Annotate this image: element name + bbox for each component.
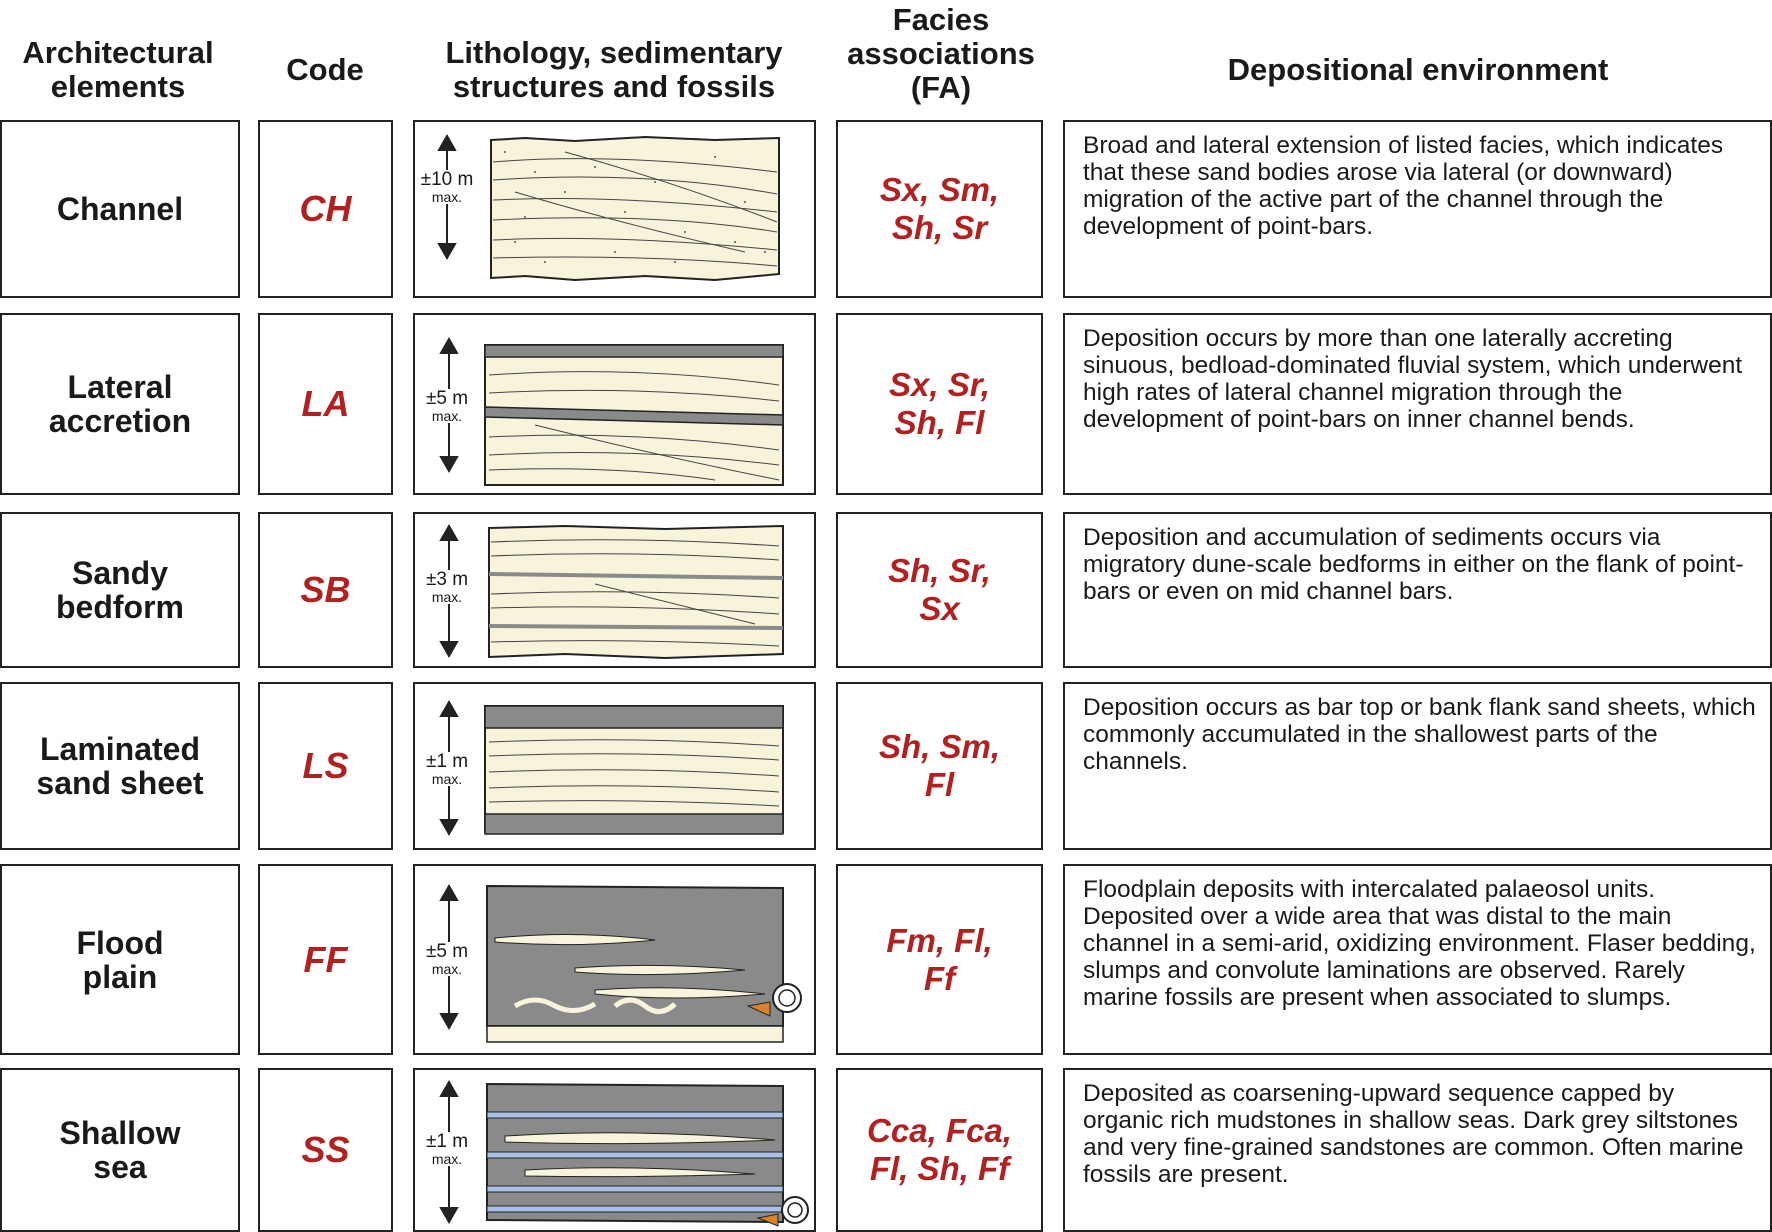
thickness-scale: ±5 m max.: [419, 389, 475, 423]
environment-text: Deposition occurs as bar top or bank fla…: [1083, 694, 1756, 775]
lithology-cell-flood-plain: ±5 m max.: [413, 864, 816, 1055]
facies-cell: Fm, Fl, Ff: [836, 864, 1043, 1055]
code-label: SB: [300, 569, 351, 610]
element-name-cell: Lateral accretion: [0, 313, 240, 495]
thickness-scale: ±5 m max.: [419, 942, 475, 976]
thickness-scale: ±3 m max.: [419, 570, 475, 604]
thickness-value: ±1 m: [425, 1131, 469, 1152]
code-label: CH: [299, 188, 352, 229]
thickness-note: max.: [431, 771, 463, 787]
header-code: Code: [286, 52, 364, 87]
thickness-scale: ±10 m max.: [419, 170, 475, 204]
code-label: LA: [301, 383, 350, 424]
lithology-log: [439, 883, 802, 1043]
environment-cell: Broad and lateral extension of listed fa…: [1063, 120, 1772, 298]
facies-label: Fm, Fl, Ff: [886, 921, 993, 997]
environment-cell: Floodplain deposits with intercalated pa…: [1063, 864, 1772, 1055]
code-cell: CH: [258, 120, 393, 298]
facies-cell: Sh, Sm, Fl: [836, 682, 1043, 850]
thickness-value: ±1 m: [425, 751, 469, 772]
thickness-value: ±5 m: [425, 941, 469, 962]
facies-label: Cca, Fca, Fl, Sh, Ff: [867, 1112, 1012, 1187]
lithology-cell-lateral-accretion: ±5 m max.: [413, 313, 816, 495]
code-label: SS: [301, 1129, 350, 1170]
facies-cell: Sx, Sr, Sh, Fl: [836, 313, 1043, 495]
lithology-log: [439, 699, 784, 837]
thickness-scale: ±1 m max.: [419, 752, 475, 786]
element-name-cell: Shallow sea: [0, 1068, 240, 1232]
element-name-cell: Flood plain: [0, 864, 240, 1055]
thickness-value: ±10 m: [420, 169, 474, 190]
element-name-cell: Sandy bedform: [0, 512, 240, 668]
element-name: Sandy bedform: [56, 555, 184, 625]
facies-label: Sh, Sr, Sx: [888, 552, 991, 627]
code-cell: SS: [258, 1068, 393, 1232]
facies-label: Sx, Sr, Sh, Fl: [889, 366, 990, 441]
code-cell: FF: [258, 864, 393, 1055]
thickness-scale: ±1 m max.: [419, 1132, 475, 1166]
lithology-log: [437, 133, 780, 282]
facies-label: Sx, Sm, Sh, Sr: [879, 171, 1000, 246]
code-label: LS: [302, 745, 349, 786]
thickness-note: max.: [431, 961, 463, 977]
element-name: Lateral accretion: [48, 369, 192, 439]
code-cell: LA: [258, 313, 393, 495]
element-name-cell: Channel: [0, 120, 240, 298]
facies-cell: Cca, Fca, Fl, Sh, Ff: [836, 1068, 1043, 1232]
header-lithology: Lithology, sedimentary structures and fo…: [445, 35, 783, 104]
header-architectural-elements: Architectural elements: [22, 35, 214, 104]
code-cell: LS: [258, 682, 393, 850]
lithology-log: [439, 336, 784, 486]
facies-cell: Sx, Sm, Sh, Sr: [836, 120, 1043, 298]
thickness-note: max.: [431, 1151, 463, 1167]
header-facies-associations: Facies associations (FA): [847, 2, 1035, 105]
thickness-value: ±3 m: [425, 569, 469, 590]
code-label: FF: [303, 938, 348, 980]
thickness-note: max.: [431, 408, 463, 424]
environment-text: Floodplain deposits with intercalated pa…: [1083, 876, 1756, 1011]
environment-cell: Deposited as coarsening-upward sequence …: [1063, 1068, 1772, 1232]
environment-text: Broad and lateral extension of listed fa…: [1083, 132, 1724, 240]
environment-cell: Deposition and accumulation of sediments…: [1063, 512, 1772, 668]
environment-text: Deposited as coarsening-upward sequence …: [1083, 1080, 1744, 1188]
environment-text: Deposition and accumulation of sediments…: [1083, 524, 1744, 605]
thickness-note: max.: [431, 589, 463, 605]
environment-text: Deposition occurs by more than one later…: [1083, 325, 1743, 433]
lithology-cell-shallow-sea: ±1 m max.: [413, 1068, 816, 1232]
header-depositional-environment: Depositional environment: [1227, 52, 1609, 87]
element-name-cell: Laminated sand sheet: [0, 682, 240, 850]
lithology-log: [439, 1079, 809, 1227]
lithology-cell-sandy-bedform: ±3 m max.: [413, 512, 816, 668]
thickness-note: max.: [431, 189, 463, 205]
facies-cell: Sh, Sr, Sx: [836, 512, 1043, 668]
element-name: Laminated sand sheet: [36, 731, 204, 801]
element-name: Channel: [56, 191, 184, 227]
environment-cell: Deposition occurs as bar top or bank fla…: [1063, 682, 1772, 850]
element-name: Flood plain: [76, 924, 164, 995]
element-name: Shallow sea: [59, 1115, 181, 1185]
lithology-log: [439, 523, 784, 660]
lithology-cell-channel: ±10 m max.: [413, 120, 816, 298]
environment-cell: Deposition occurs by more than one later…: [1063, 313, 1772, 495]
facies-label: Sh, Sm, Fl: [878, 728, 1001, 803]
lithology-cell-laminated-sand-sheet: ±1 m max.: [413, 682, 816, 850]
thickness-value: ±5 m: [425, 388, 469, 409]
code-cell: SB: [258, 512, 393, 668]
